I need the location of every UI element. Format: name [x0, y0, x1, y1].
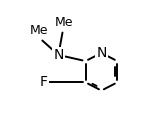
Text: N: N — [53, 48, 64, 62]
Text: Me: Me — [30, 24, 48, 37]
Text: Me: Me — [55, 16, 73, 29]
Text: F: F — [40, 75, 48, 89]
Text: N: N — [96, 46, 107, 60]
